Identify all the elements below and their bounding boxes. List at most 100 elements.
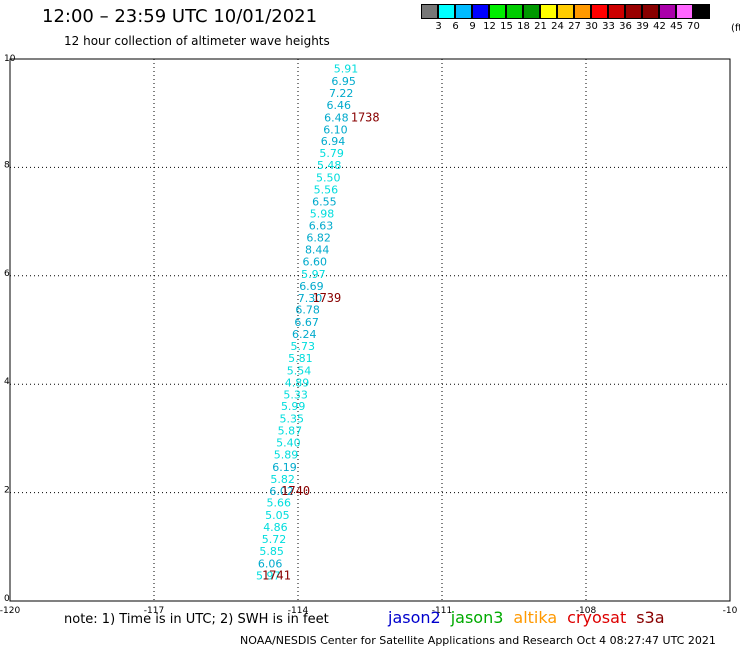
wave-height-label: 5.81 bbox=[288, 352, 313, 365]
legend-label: 36 bbox=[619, 21, 632, 32]
legend-swatch bbox=[438, 4, 455, 19]
legend-label: 12 bbox=[483, 21, 496, 32]
wave-height-label: 5.91 bbox=[334, 63, 359, 76]
wave-height-label: 6.48 bbox=[324, 111, 349, 124]
y-tick-label: 10 bbox=[4, 54, 16, 64]
wave-height-label: 5.66 bbox=[267, 497, 292, 510]
wave-height-label: 5.82 bbox=[270, 473, 295, 486]
legend-swatch bbox=[693, 4, 710, 19]
wave-height-label: 5.73 bbox=[291, 340, 316, 353]
wave-height-label: 6.69 bbox=[299, 280, 324, 293]
legend-swatch bbox=[625, 4, 642, 19]
time-label: 1740 bbox=[281, 484, 310, 498]
x-tick-label: -108 bbox=[576, 606, 597, 616]
wave-height-label: 6.63 bbox=[309, 220, 334, 233]
legend-swatch bbox=[659, 4, 676, 19]
y-tick-label: 0 bbox=[4, 594, 10, 604]
legend-swatch bbox=[455, 4, 472, 19]
wave-height-label: 5.98 bbox=[310, 207, 335, 220]
wave-height-label: 6.95 bbox=[331, 75, 356, 88]
legend-swatch bbox=[608, 4, 625, 19]
satellite-jason2: jason2 bbox=[388, 608, 441, 627]
wave-height-label: 5.05 bbox=[265, 509, 290, 522]
satellite-cryosat: cryosat bbox=[567, 608, 627, 627]
legend-swatch bbox=[523, 4, 540, 19]
legend-swatch bbox=[591, 4, 608, 19]
legend-label: 33 bbox=[602, 21, 615, 32]
wave-height-label: 6.46 bbox=[327, 99, 352, 112]
legend-swatch bbox=[506, 4, 523, 19]
legend-swatch bbox=[489, 4, 506, 19]
legend-label: 30 bbox=[585, 21, 598, 32]
legend-label: 27 bbox=[568, 21, 581, 32]
wave-height-label: 5.85 bbox=[259, 545, 284, 558]
wave-height-label: 5.56 bbox=[314, 183, 339, 196]
plot-frame bbox=[9, 58, 731, 602]
x-tick-label: -10 bbox=[723, 606, 738, 616]
legend-unit: (ft) bbox=[731, 23, 740, 34]
wave-height-label: 5.87 bbox=[278, 425, 303, 438]
wave-height-label: 4.89 bbox=[285, 376, 310, 389]
time-label: 1739 bbox=[312, 291, 341, 305]
wave-height-label: 5.97 bbox=[301, 268, 326, 281]
wave-height-label: 5.97 bbox=[256, 569, 281, 582]
legend-swatch bbox=[540, 4, 557, 19]
chart-title: 12:00 – 23:59 UTC 10/01/2021 bbox=[42, 6, 318, 27]
wave-height-label: 5.35 bbox=[280, 413, 305, 426]
legend-label: 9 bbox=[469, 21, 476, 32]
legend-swatch bbox=[472, 4, 489, 19]
legend-swatch bbox=[574, 4, 591, 19]
wave-height-label: 6.82 bbox=[306, 232, 331, 245]
legend-label: 45 bbox=[670, 21, 683, 32]
legend-label: 70 bbox=[687, 21, 700, 32]
wave-height-label: 6.06 bbox=[258, 557, 283, 570]
legend-labels: 3 6 9 12 15 18 21 24 27 30 33 36 39 42 45 70 bbox=[430, 21, 710, 32]
wave-height-label: 6.67 bbox=[294, 316, 319, 329]
wave-height-label: 5.89 bbox=[274, 448, 299, 461]
legend-swatch bbox=[557, 4, 574, 19]
wave-height-label: 5.54 bbox=[287, 364, 312, 377]
legend-label: 6 bbox=[452, 21, 459, 32]
legend-label: 3 bbox=[435, 21, 442, 32]
wave-height-label: 7.22 bbox=[329, 87, 354, 100]
legend-label: 18 bbox=[517, 21, 530, 32]
wave-height-label: 4.86 bbox=[263, 521, 288, 534]
wave-height-label: 8.44 bbox=[305, 244, 330, 257]
time-label: 1741 bbox=[262, 568, 291, 582]
x-tick-label: -114 bbox=[288, 606, 309, 616]
y-tick-label: 2 bbox=[4, 486, 10, 496]
legend-swatches bbox=[421, 4, 710, 19]
wave-height-label: 5.79 bbox=[319, 147, 344, 160]
wave-height-label: 6.19 bbox=[272, 461, 297, 474]
legend-label: 21 bbox=[534, 21, 547, 32]
wave-height-label: 6.10 bbox=[323, 123, 348, 136]
legend-label: 42 bbox=[653, 21, 666, 32]
time-label: 1738 bbox=[351, 110, 380, 124]
satellite-s3a: s3a bbox=[636, 608, 665, 627]
y-tick-label: 6 bbox=[4, 269, 10, 279]
y-tick-label: 4 bbox=[4, 377, 10, 387]
y-tick-label: 8 bbox=[4, 160, 10, 170]
legend-label: 24 bbox=[551, 21, 564, 32]
satellite-jason3: jason3 bbox=[450, 608, 504, 627]
legend-label: 39 bbox=[636, 21, 649, 32]
wave-height-label: 5.72 bbox=[262, 533, 287, 546]
wave-height-label: 6.24 bbox=[292, 328, 317, 341]
wave-height-label: 6.94 bbox=[321, 135, 346, 148]
legend-swatch bbox=[676, 4, 693, 19]
wave-height-label: 6.78 bbox=[295, 304, 320, 317]
satellite-altika: altika bbox=[513, 608, 558, 627]
satellite-legend: jason2 jason3 altika cryosat s3a bbox=[388, 608, 675, 627]
wave-height-label: 5.99 bbox=[281, 400, 306, 413]
chart-subtitle: 12 hour collection of altimeter wave hei… bbox=[64, 34, 330, 48]
legend-swatch bbox=[642, 4, 659, 19]
credit-text: NOAA/NESDIS Center for Satellite Applica… bbox=[240, 634, 716, 647]
note-text: note: 1) Time is in UTC; 2) SWH is in fe… bbox=[64, 612, 329, 627]
wave-height-label: 5.33 bbox=[283, 388, 308, 401]
x-tick-label: -111 bbox=[432, 606, 452, 616]
wave-height-label: 6.02 bbox=[269, 485, 294, 498]
wave-height-label: 5.40 bbox=[276, 437, 301, 450]
legend-swatch bbox=[421, 4, 438, 19]
